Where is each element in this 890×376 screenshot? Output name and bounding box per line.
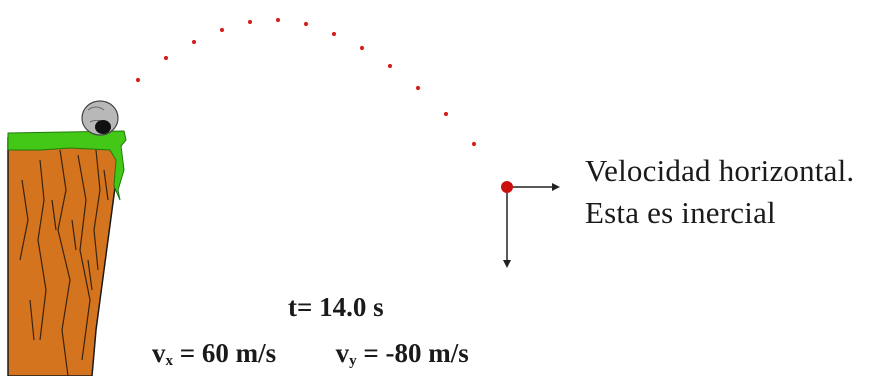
- time-readout: t= 14.0 s: [288, 292, 384, 323]
- vx-value: = 60 m/s: [179, 338, 277, 368]
- trajectory: [135, 17, 477, 147]
- trajectory-dot: [275, 17, 281, 23]
- annotation-line-1: Velocidad horizontal.: [585, 153, 855, 188]
- vy-subscript: y: [349, 353, 357, 369]
- horizontal-arrowhead: [552, 183, 560, 191]
- time-label: t=: [288, 292, 313, 322]
- trajectory-dot: [247, 19, 253, 25]
- trajectory-dot: [219, 27, 225, 33]
- annotation-line-2: Esta es inercial: [585, 195, 776, 230]
- trajectory-dot: [163, 55, 169, 61]
- trajectory-dot: [415, 85, 421, 91]
- trajectory-dot: [303, 21, 309, 27]
- time-value: 14.0 s: [319, 292, 384, 322]
- trajectory-dot: [191, 39, 197, 45]
- trajectory-dot: [443, 111, 449, 117]
- vx-subscript: x: [165, 353, 174, 369]
- trajectory-dot: [135, 77, 141, 83]
- projectile-vectors: [501, 181, 560, 268]
- cliff: [7, 100, 127, 376]
- trajectory-dot: [471, 141, 477, 147]
- vy-value: = -80 m/s: [363, 338, 469, 368]
- cliff-grass: [7, 130, 127, 201]
- vertical-arrowhead: [503, 260, 511, 268]
- vx-symbol: v: [152, 338, 166, 368]
- trajectory-dot: [387, 63, 393, 69]
- velocity-readout: vx = 60 m/s vy = -80 m/s: [152, 338, 469, 369]
- trajectory-dot: [359, 45, 365, 51]
- trajectory-dot: [331, 31, 337, 37]
- cliff-cracks: [19, 149, 109, 376]
- vy-symbol: v: [335, 338, 350, 368]
- cannonball: [95, 120, 111, 134]
- projectile: [501, 181, 513, 193]
